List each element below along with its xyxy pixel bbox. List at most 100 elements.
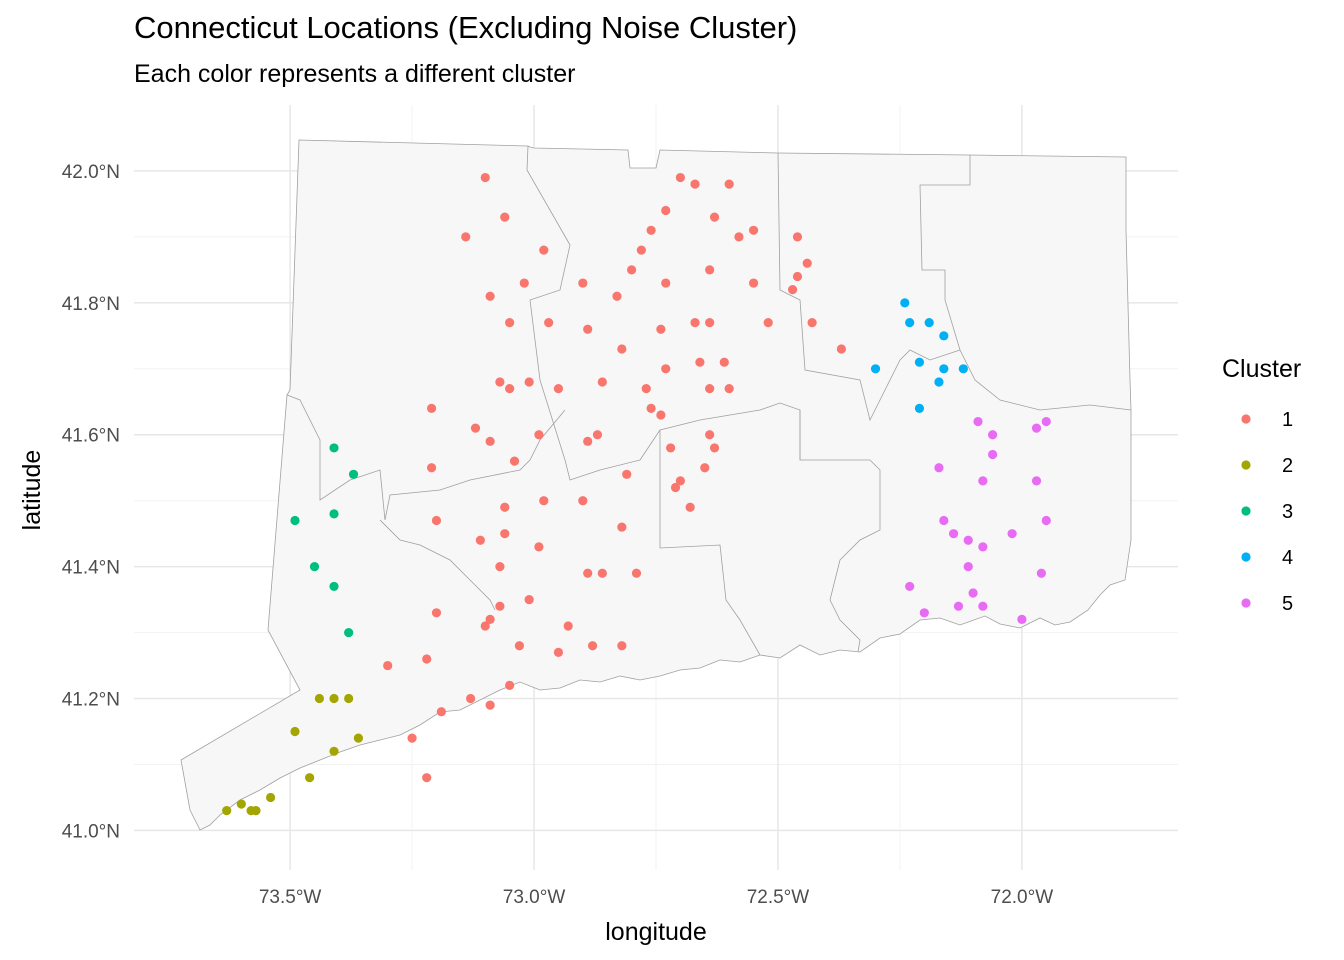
data-point-cluster-5: [988, 449, 998, 460]
data-point-cluster-5: [968, 588, 978, 598]
data-point-cluster-1: [661, 364, 671, 374]
data-points: [222, 172, 1051, 816]
data-point-cluster-1: [505, 383, 515, 394]
data-point-cluster-1: [705, 383, 715, 394]
data-point-cluster-1: [622, 469, 632, 479]
legend: Cluster 1 2 3 4 5: [1222, 355, 1301, 615]
data-point-cluster-5: [905, 581, 915, 592]
data-point-cluster-1: [631, 568, 642, 578]
data-point-cluster-5: [934, 463, 944, 473]
data-point-cluster-1: [407, 733, 417, 743]
data-point-cluster-5: [1031, 476, 1042, 486]
data-point-cluster-1: [426, 463, 437, 473]
data-point-cluster-3: [329, 509, 339, 519]
data-point-cluster-1: [500, 212, 510, 222]
x-tick-label: 72.5°W: [747, 887, 810, 908]
data-point-cluster-1: [422, 654, 432, 664]
data-point-cluster-1: [802, 258, 812, 268]
data-point-cluster-1: [383, 660, 393, 671]
data-point-cluster-1: [426, 403, 437, 413]
data-point-cluster-1: [485, 436, 495, 446]
data-point-cluster-1: [470, 423, 481, 433]
data-point-cluster-1: [597, 377, 607, 387]
y-axis-title: latitude: [18, 450, 46, 531]
data-point-cluster-5: [963, 535, 973, 545]
data-point-cluster-1: [763, 318, 773, 328]
legend-label-3: 3: [1282, 501, 1293, 523]
data-point-cluster-1: [636, 245, 646, 255]
legend-key-3: [1241, 506, 1251, 516]
data-point-cluster-1: [685, 502, 695, 512]
data-point-cluster-1: [495, 601, 505, 611]
data-point-cluster-1: [505, 318, 515, 328]
data-point-cluster-1: [670, 482, 681, 493]
data-point-cluster-1: [592, 430, 603, 440]
data-point-cluster-1: [524, 377, 534, 387]
data-point-cluster-1: [553, 383, 564, 394]
data-point-cluster-1: [646, 225, 656, 235]
chart-title: Connecticut Locations (Excluding Noise C…: [134, 10, 798, 45]
data-point-cluster-3: [329, 581, 339, 592]
data-point-cluster-1: [656, 410, 666, 420]
data-point-cluster-1: [534, 542, 544, 552]
y-tick-label: 41.2°N: [62, 690, 120, 711]
data-point-cluster-4: [905, 318, 915, 328]
legend-label-1: 1: [1282, 409, 1293, 431]
data-point-cluster-1: [480, 621, 490, 631]
data-point-cluster-1: [612, 291, 622, 301]
data-point-cluster-5: [1007, 529, 1017, 539]
data-point-cluster-3: [344, 627, 354, 638]
county-boundaries: [286, 145, 1132, 656]
data-point-cluster-1: [690, 179, 700, 189]
legend-key-4: [1241, 552, 1251, 562]
data-point-cluster-5: [978, 542, 988, 552]
y-tick-label: 41.6°N: [62, 426, 120, 447]
data-point-cluster-1: [539, 496, 549, 506]
data-point-cluster-3: [329, 443, 339, 453]
data-point-cluster-1: [724, 383, 734, 394]
data-point-cluster-5: [963, 562, 973, 572]
data-point-cluster-1: [583, 324, 593, 334]
data-point-cluster-4: [870, 364, 881, 374]
data-point-cluster-1: [719, 357, 729, 367]
data-point-cluster-5: [939, 515, 949, 526]
data-point-cluster-1: [500, 529, 510, 539]
data-point-cluster-1: [431, 608, 442, 618]
data-point-cluster-1: [485, 700, 495, 710]
data-point-cluster-1: [514, 641, 525, 651]
data-point-cluster-1: [675, 476, 685, 486]
x-axis-title: longitude: [605, 918, 706, 946]
data-point-cluster-2: [344, 693, 354, 704]
data-point-cluster-1: [675, 172, 685, 183]
data-point-cluster-1: [587, 641, 598, 651]
data-point-cluster-2: [314, 693, 324, 704]
x-tick-label: 73.0°W: [503, 887, 566, 908]
data-point-cluster-1: [617, 344, 627, 354]
data-point-cluster-1: [461, 232, 471, 242]
data-point-cluster-1: [705, 318, 715, 328]
data-point-cluster-1: [544, 318, 554, 328]
data-point-cluster-5: [948, 529, 959, 539]
data-point-cluster-1: [661, 205, 671, 216]
data-point-cluster-4: [900, 298, 910, 308]
data-point-cluster-1: [656, 324, 666, 334]
data-point-cluster-1: [627, 265, 637, 275]
data-point-cluster-2: [353, 733, 364, 743]
data-point-cluster-1: [748, 278, 759, 288]
x-tick-label: 73.5°W: [259, 887, 322, 908]
data-point-cluster-4: [924, 318, 934, 328]
data-point-cluster-2: [265, 792, 276, 803]
y-tick-label: 41.8°N: [62, 294, 120, 315]
data-point-cluster-1: [661, 278, 671, 288]
data-point-cluster-5: [978, 476, 988, 486]
data-point-cluster-1: [695, 357, 705, 367]
legend-title: Cluster: [1222, 355, 1301, 383]
data-point-cluster-2: [329, 693, 339, 704]
data-point-cluster-1: [617, 641, 627, 651]
data-point-cluster-5: [978, 601, 988, 611]
data-point-cluster-4: [914, 403, 925, 413]
data-point-cluster-1: [553, 647, 564, 657]
y-tick-label: 41.0°N: [62, 821, 120, 842]
data-point-cluster-1: [539, 245, 549, 255]
